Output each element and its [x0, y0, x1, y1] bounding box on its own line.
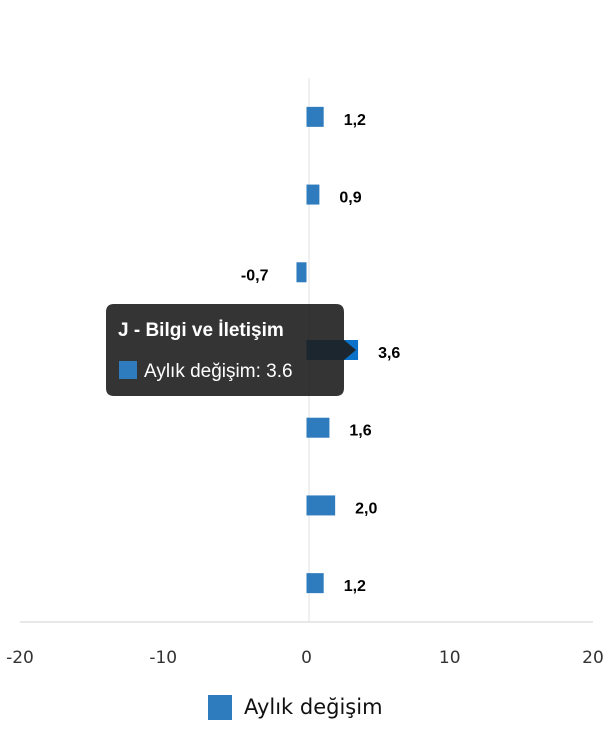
x-tick-label: 0: [301, 648, 312, 668]
x-tick-label: 20: [582, 648, 604, 668]
data-label: 1,2: [344, 112, 366, 129]
bar[interactable]: [306, 106, 324, 127]
tooltip: J - Bilgi ve İletişim Aylık değişim: 3.6: [106, 304, 356, 396]
data-label: 3,6: [378, 345, 400, 362]
x-tick-label: 10: [439, 648, 461, 668]
data-label: 1,6: [349, 423, 371, 440]
tooltip-swatch: [119, 361, 137, 379]
bar[interactable]: [306, 184, 320, 205]
tooltip-title: J - Bilgi ve İletişim: [118, 320, 284, 341]
tooltip-text: Aylık değişim: 3.6: [144, 361, 293, 382]
bar[interactable]: [306, 417, 330, 438]
tooltip-box: [106, 304, 356, 396]
x-tick-label: -10: [149, 648, 177, 668]
legend-label: Aylık değişim: [244, 695, 383, 719]
bar[interactable]: [306, 573, 324, 594]
bar[interactable]: [306, 495, 336, 516]
legend[interactable]: Aylık değişim: [208, 695, 383, 720]
data-label: 0,9: [339, 190, 361, 207]
x-tick-label: -20: [6, 648, 34, 668]
bar[interactable]: [296, 262, 307, 283]
data-label: 1,2: [344, 578, 366, 595]
data-label: -0,7: [241, 267, 269, 284]
data-label: 2,0: [355, 500, 377, 517]
legend-swatch: [208, 695, 232, 720]
